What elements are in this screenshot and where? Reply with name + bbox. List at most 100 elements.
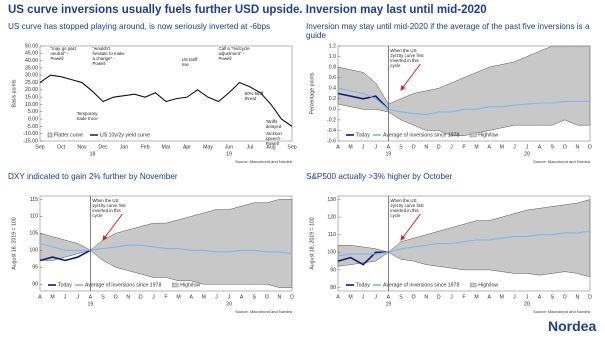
x-tick-label: N bbox=[424, 294, 428, 300]
y-tick-label: 20.00 bbox=[25, 87, 38, 93]
series-line bbox=[337, 87, 590, 116]
source: Source: Macrobond and Nordea bbox=[533, 159, 591, 164]
y-tick-label: 115 bbox=[30, 197, 38, 203]
chart-panel: US curve has stopped playing around, is … bbox=[6, 22, 300, 172]
chart-subtitle: Inversion may stay until mid-2020 if the… bbox=[306, 22, 590, 40]
year-label: 18 bbox=[90, 151, 96, 157]
x-tick-label: J bbox=[362, 294, 365, 300]
y-tick-label: 0.4 bbox=[329, 86, 336, 92]
x-tick-label: F bbox=[462, 144, 465, 150]
legend-label: Today bbox=[356, 282, 370, 288]
x-tick-label: O bbox=[563, 294, 567, 300]
y-tick-label: 15.00 bbox=[25, 95, 38, 101]
x-tick-label: Sep bbox=[35, 144, 44, 150]
y-tick-label: -0.6 bbox=[327, 138, 336, 144]
y-tick-label: 130 bbox=[327, 197, 336, 203]
arrow-head bbox=[400, 85, 406, 91]
chart: 80 90 100 110 120 130 August 18, 2019 = 100 A M J… bbox=[309, 195, 592, 314]
x-tick-label: A bbox=[538, 294, 542, 300]
series-line bbox=[337, 251, 389, 266]
y-tick-label: -0.2 bbox=[327, 117, 336, 123]
x-tick-label: J bbox=[77, 294, 80, 300]
year-label: 20 bbox=[524, 151, 530, 157]
page-title: US curve inversions usually fuels furthe… bbox=[8, 4, 487, 16]
x-tick-label: A bbox=[336, 294, 340, 300]
x-tick-label: J bbox=[513, 144, 516, 150]
x-tick-label: S bbox=[399, 144, 403, 150]
x-tick-label: S bbox=[399, 294, 403, 300]
y-tick-label: -0.4 bbox=[327, 128, 336, 134]
x-tick-label: J bbox=[64, 294, 67, 300]
x-tick-label: A bbox=[387, 294, 391, 300]
chart-subtitle: US curve has stopped playing around, is … bbox=[8, 22, 271, 31]
x-tick-label: J bbox=[513, 294, 516, 300]
x-tick-label: O bbox=[265, 294, 269, 300]
x-tick-label: N bbox=[424, 144, 428, 150]
year-label: 19 bbox=[386, 151, 392, 157]
x-tick-label: J bbox=[375, 144, 378, 150]
x-tick-label: Aug bbox=[266, 144, 275, 150]
x-tick-label: J bbox=[228, 294, 231, 300]
x-tick-label: D bbox=[588, 144, 592, 150]
x-tick-label: O bbox=[412, 144, 416, 150]
arrow-head bbox=[400, 235, 406, 241]
y-tick-label: 80 bbox=[330, 285, 336, 291]
x-tick-label: Jan bbox=[120, 144, 128, 150]
y-tick-label: 0.8 bbox=[329, 64, 336, 70]
x-tick-label: M bbox=[500, 144, 504, 150]
x-tick-label: M bbox=[348, 144, 352, 150]
y-axis-title: August 18, 2019 = 100 bbox=[309, 217, 315, 269]
annotation: When the US 2y/10y curve first inverted … bbox=[92, 198, 126, 218]
x-tick-label: A bbox=[38, 294, 42, 300]
chart: 1.2 1.0 0.8 0.6 0.4 0.2 0.0 -0.2 -0.4 -0.6 Percent… bbox=[309, 43, 592, 164]
year-label: 19 bbox=[88, 301, 94, 307]
legend-label: Average of inversions since 1978 bbox=[383, 282, 459, 288]
y-tick-label: 45.00 bbox=[25, 51, 38, 57]
x-tick-label: N bbox=[576, 144, 580, 150]
x-tick-label: J bbox=[375, 294, 378, 300]
annotation: Jackson speech - Powell bbox=[265, 131, 283, 146]
x-tick-label: Jul bbox=[247, 144, 254, 150]
plot-frame bbox=[39, 45, 293, 142]
series-line bbox=[39, 242, 293, 255]
x-tick-label: A bbox=[189, 294, 193, 300]
series-line bbox=[337, 92, 389, 110]
y-tick-label: 0.0 bbox=[329, 107, 336, 113]
x-tick-label: M bbox=[474, 144, 478, 150]
y-tick-label: 40.00 bbox=[25, 58, 38, 64]
annotation: When the US 2y/10y curve first inverted … bbox=[390, 198, 424, 218]
y-tick-label: 105 bbox=[29, 231, 38, 237]
x-tick-label: May bbox=[203, 144, 213, 150]
x-tick-label: A bbox=[387, 144, 391, 150]
chart-subtitle: DXY indicated to gain 2% further by Nove… bbox=[8, 172, 178, 181]
source: Source: Macrobond and Nordea bbox=[235, 309, 293, 314]
x-tick-label: A bbox=[89, 294, 93, 300]
x-tick-label: M bbox=[500, 294, 504, 300]
legend-swatch bbox=[172, 282, 179, 288]
x-tick-label: A bbox=[487, 144, 491, 150]
legend-swatch bbox=[470, 282, 477, 288]
y-tick-label: 100 bbox=[327, 250, 336, 256]
x-tick-label: J bbox=[526, 144, 529, 150]
x-tick-label: M bbox=[50, 294, 54, 300]
y-tick-label: 5.00 bbox=[28, 109, 38, 115]
x-tick-label: S bbox=[550, 294, 554, 300]
year-label: 20 bbox=[226, 301, 232, 307]
x-tick-label: M bbox=[176, 294, 180, 300]
x-tick-label: S bbox=[252, 294, 256, 300]
x-tick-label: A bbox=[538, 144, 542, 150]
y-tick-label: -5.00 bbox=[26, 124, 38, 130]
annotation: "may go past neutral" - Powell bbox=[50, 46, 76, 61]
x-tick-label: D bbox=[588, 294, 592, 300]
annotation: US tariff rise bbox=[181, 57, 198, 67]
series-line bbox=[337, 230, 591, 257]
annotation: "wouldn't hesitate to make a change" - P… bbox=[92, 46, 125, 66]
x-tick-label: A bbox=[336, 144, 340, 150]
source: Source: Macrobond and Nordea bbox=[533, 309, 591, 314]
y-tick-label: 0.00 bbox=[28, 116, 38, 122]
x-tick-label: S bbox=[550, 144, 554, 150]
y-tick-label: 0.2 bbox=[329, 96, 336, 102]
annotation: Tariffs delayed bbox=[265, 119, 282, 129]
x-tick-label: J bbox=[450, 294, 453, 300]
